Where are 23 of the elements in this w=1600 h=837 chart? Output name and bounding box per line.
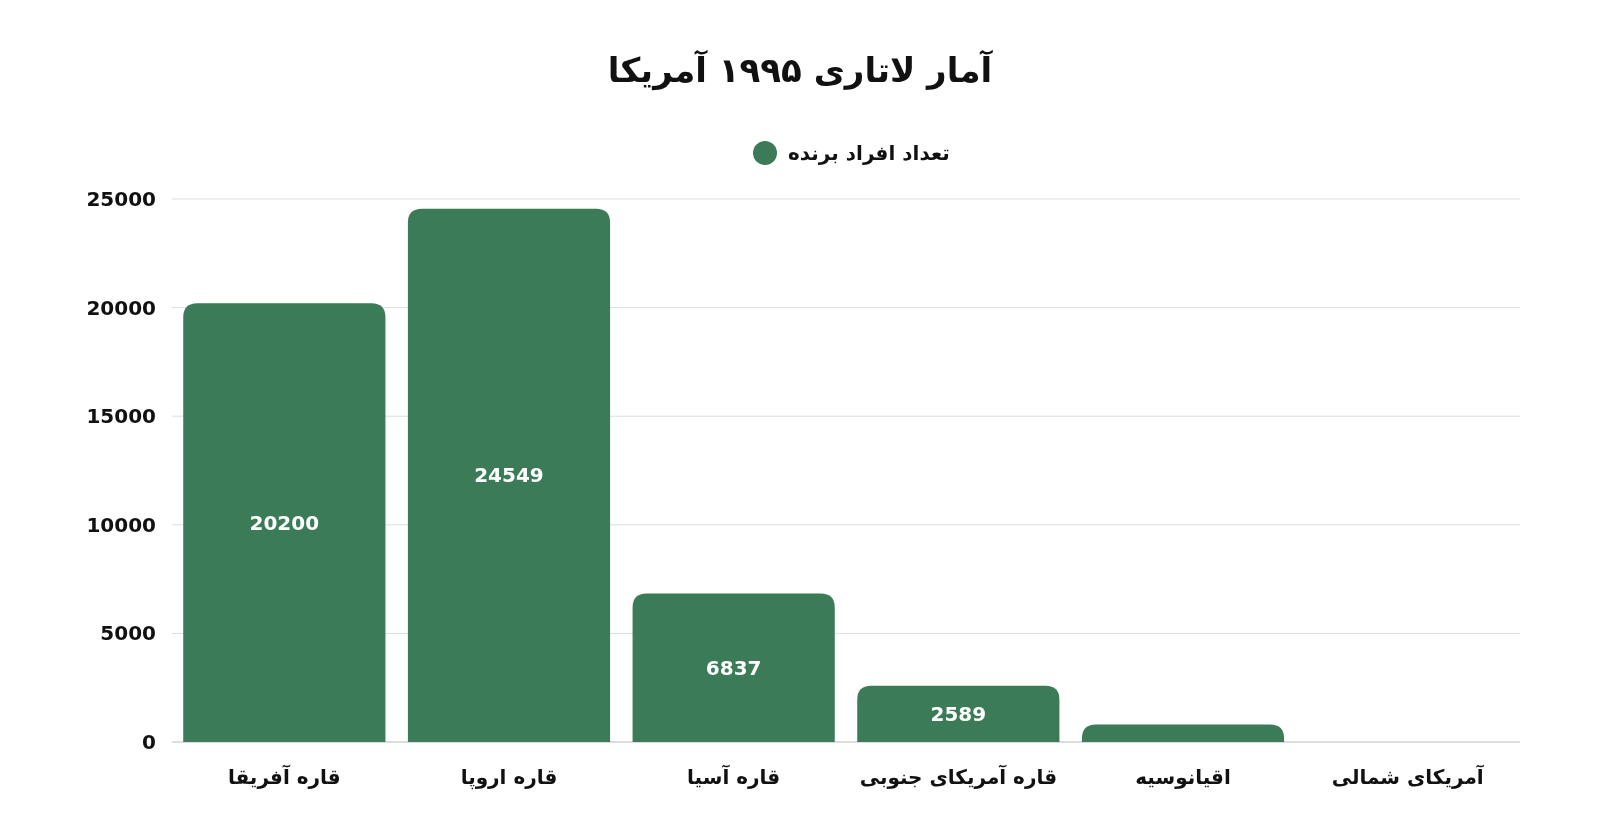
x-tick-label: اقیانوسیه <box>1135 765 1231 789</box>
data-label: 24549 <box>474 463 544 488</box>
bar <box>632 593 835 742</box>
legend-label: تعداد افراد برنده <box>788 141 950 165</box>
bar <box>857 685 1060 742</box>
y-tick-label: 20000 <box>86 295 156 320</box>
chart-title: آمار لاتاری ۱۹۹۵ آمریکا <box>607 49 994 91</box>
y-tick-label: 0 <box>142 730 156 754</box>
bar <box>1081 724 1285 742</box>
data-label: 6837 <box>705 655 762 680</box>
bar <box>183 303 386 742</box>
y-tick-label: 25000 <box>86 187 156 211</box>
data-label: 20200 <box>249 510 320 535</box>
data-label: 2589 <box>930 701 987 726</box>
y-tick-label: 15000 <box>86 404 156 429</box>
x-tick-label: قاره آسیا <box>687 764 781 789</box>
y-tick-label: 10000 <box>86 512 156 537</box>
x-tick-label: قاره آفریقا <box>227 764 341 789</box>
y-tick-label: 5000 <box>100 621 156 646</box>
x-tick-label: قاره اروپا <box>460 765 558 790</box>
x-tick-label: آمریکای شمالی <box>1331 764 1485 789</box>
x-tick-label: قاره آمریکای جنوبی <box>859 764 1058 789</box>
bar <box>407 208 611 742</box>
